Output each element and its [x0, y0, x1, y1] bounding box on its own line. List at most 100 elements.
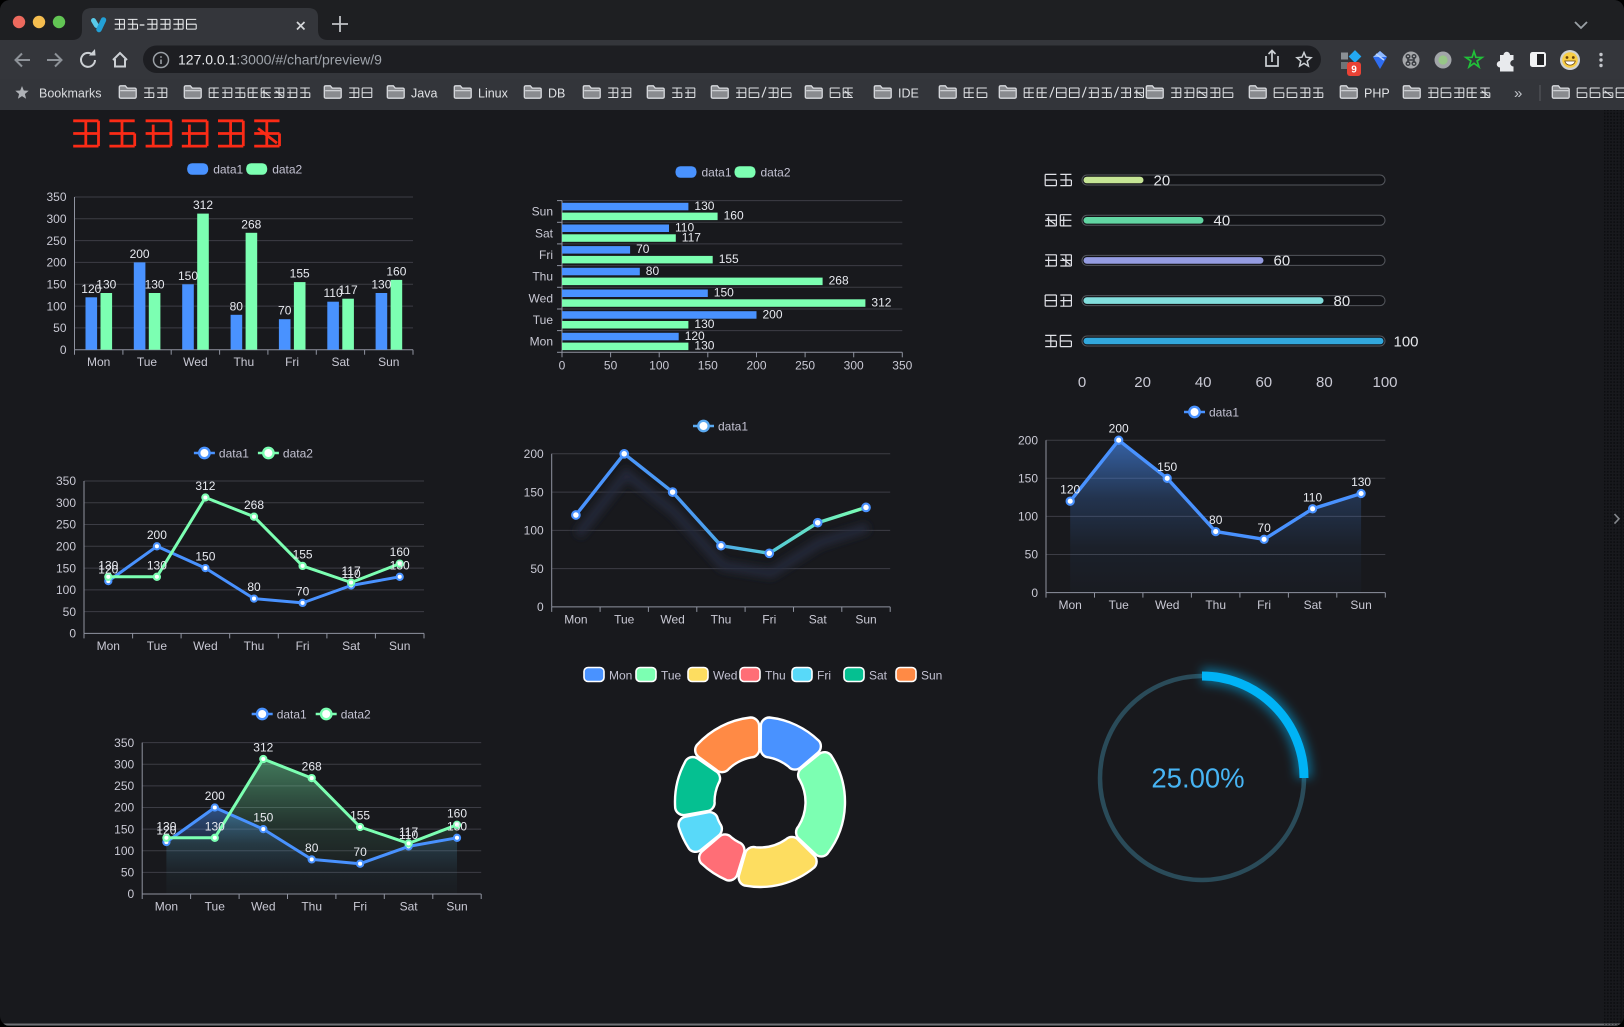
svg-text:70: 70 [278, 304, 292, 318]
svg-text:40: 40 [1214, 213, 1231, 230]
svg-text:150: 150 [698, 358, 718, 372]
svg-text:110: 110 [1303, 490, 1322, 504]
svg-text:150: 150 [714, 286, 734, 300]
svg-text:Tue: Tue [147, 639, 168, 653]
svg-text:Sat: Sat [869, 669, 888, 683]
svg-text:Mon: Mon [1059, 598, 1082, 612]
svg-text:120: 120 [1060, 483, 1080, 497]
svg-text:Sat: Sat [1304, 598, 1323, 612]
svg-text:130: 130 [98, 558, 118, 572]
svg-text:50: 50 [530, 562, 544, 576]
svg-text:130: 130 [145, 278, 165, 292]
svg-text:50: 50 [63, 605, 77, 619]
svg-text:268: 268 [244, 498, 264, 512]
svg-text:150: 150 [524, 485, 544, 499]
svg-text:312: 312 [195, 479, 215, 493]
svg-text:data1: data1 [718, 419, 748, 433]
svg-text:150: 150 [1157, 460, 1177, 474]
svg-text:0: 0 [60, 343, 67, 357]
svg-text:110: 110 [342, 567, 361, 581]
svg-text:130: 130 [390, 558, 410, 572]
svg-text:200: 200 [147, 528, 167, 542]
svg-text:100: 100 [56, 583, 76, 597]
svg-text:40: 40 [1195, 374, 1212, 391]
svg-text:155: 155 [293, 547, 313, 561]
svg-text:350: 350 [56, 474, 76, 488]
svg-text:Sat: Sat [331, 355, 350, 369]
svg-text:100: 100 [1372, 374, 1397, 391]
svg-text:DB: DB [548, 87, 565, 101]
svg-text:130: 130 [147, 558, 167, 572]
svg-text:80: 80 [305, 841, 319, 855]
svg-text:data1: data1 [277, 707, 307, 721]
svg-text:117: 117 [399, 825, 418, 839]
svg-text:Sun: Sun [921, 669, 942, 683]
svg-text:150: 150 [1018, 472, 1038, 486]
svg-text:130: 130 [447, 819, 467, 833]
svg-text:350: 350 [114, 736, 134, 750]
svg-text:100: 100 [46, 299, 66, 313]
svg-text:100: 100 [114, 844, 134, 858]
svg-text:Wed: Wed [660, 612, 684, 626]
svg-text:Wed: Wed [251, 900, 275, 914]
svg-text:Wed: Wed [1155, 598, 1179, 612]
svg-text:Fri: Fri [762, 612, 776, 626]
svg-text:300: 300 [46, 212, 66, 226]
svg-text:Fri: Fri [1257, 598, 1271, 612]
svg-text:130: 130 [694, 199, 714, 213]
svg-text:120: 120 [81, 282, 101, 296]
svg-text:130: 130 [205, 819, 225, 833]
svg-text:Fri: Fri [296, 639, 310, 653]
svg-text:Mon: Mon [609, 669, 632, 683]
svg-text:Wed: Wed [713, 669, 737, 683]
svg-text:80: 80 [1209, 513, 1223, 527]
svg-text:Sun: Sun [532, 205, 553, 219]
svg-text:120: 120 [685, 329, 705, 343]
svg-text:110: 110 [399, 828, 418, 842]
svg-text:Sun: Sun [378, 355, 399, 369]
svg-text:130: 130 [1351, 475, 1371, 489]
svg-text:200: 200 [205, 789, 225, 803]
svg-text:70: 70 [353, 845, 367, 859]
svg-text:80: 80 [247, 580, 261, 594]
svg-text:Sun: Sun [389, 639, 410, 653]
svg-text:20: 20 [1134, 374, 1151, 391]
svg-text:0: 0 [559, 358, 566, 372]
svg-text:Thu: Thu [532, 270, 553, 284]
svg-text:data1: data1 [213, 162, 243, 176]
svg-text:60: 60 [1255, 374, 1272, 391]
svg-text:130: 130 [371, 278, 391, 292]
svg-text:IDE: IDE [898, 87, 919, 101]
svg-text:268: 268 [302, 760, 322, 774]
svg-text:Thu: Thu [711, 612, 732, 626]
svg-text:80: 80 [1334, 293, 1351, 310]
svg-text:Mon: Mon [87, 355, 110, 369]
svg-text:Mon: Mon [530, 335, 553, 349]
svg-text:Java: Java [411, 87, 437, 101]
svg-text:312: 312 [253, 741, 273, 755]
svg-text:70: 70 [296, 584, 310, 598]
svg-text:9: 9 [1351, 65, 1357, 76]
svg-text:Mon: Mon [155, 900, 178, 914]
svg-text:0: 0 [69, 627, 76, 641]
svg-text:80: 80 [230, 299, 244, 313]
svg-text:Mon: Mon [97, 639, 120, 653]
svg-text:50: 50 [53, 321, 67, 335]
svg-text:Fri: Fri [353, 900, 367, 914]
svg-text:Thu: Thu [233, 355, 254, 369]
svg-text:155: 155 [290, 267, 310, 281]
svg-text:160: 160 [386, 264, 406, 278]
svg-text:100: 100 [524, 524, 544, 538]
svg-text:250: 250 [46, 234, 66, 248]
svg-text:0: 0 [128, 887, 135, 901]
svg-text:data1: data1 [219, 446, 249, 460]
svg-text:268: 268 [829, 274, 849, 288]
svg-text:155: 155 [719, 252, 739, 266]
svg-text:312: 312 [871, 295, 891, 309]
svg-text:300: 300 [56, 496, 76, 510]
svg-text:PHP: PHP [1364, 87, 1390, 101]
svg-text:Tue: Tue [533, 313, 554, 327]
svg-text:Linux: Linux [478, 87, 509, 101]
svg-text:130: 130 [694, 317, 714, 331]
svg-text:110: 110 [324, 286, 343, 300]
